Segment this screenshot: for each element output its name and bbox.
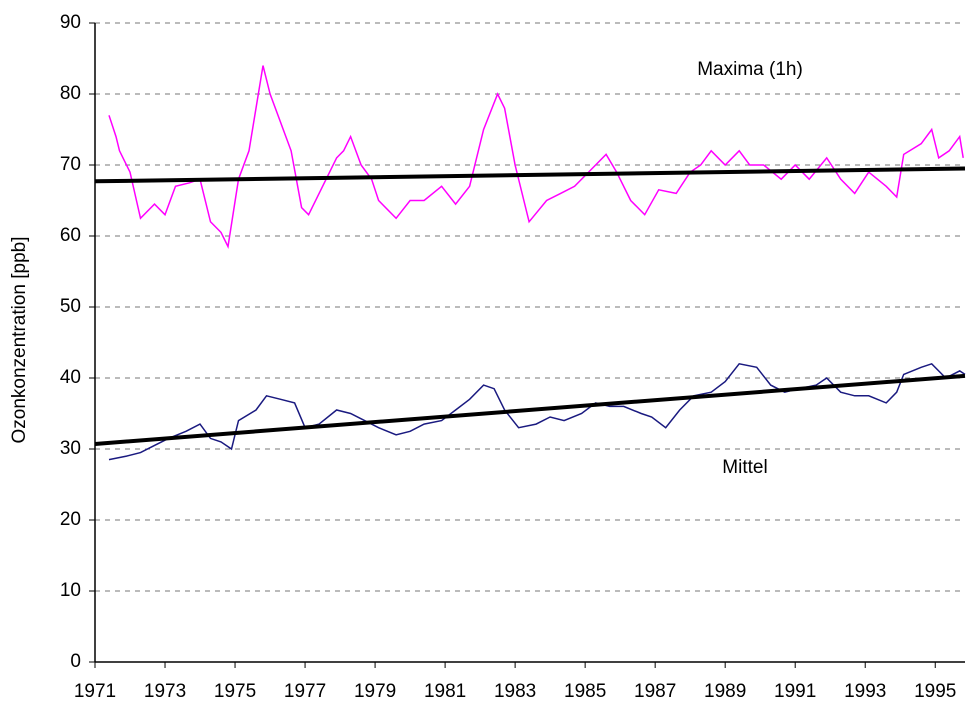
x-tick-label: 1981 (424, 681, 466, 702)
y-tick-label: 50 (60, 296, 81, 317)
x-tick-label: 1991 (774, 681, 816, 702)
y-axis-title: Ozonkonzentration [ppb] (9, 236, 30, 443)
x-tick-label: 1971 (74, 681, 116, 702)
y-tick-label: 30 (60, 438, 81, 459)
x-tick-label: 1983 (494, 681, 536, 702)
x-tick-label: 1985 (564, 681, 606, 702)
y-tick-label: 60 (60, 225, 81, 246)
x-tick-label: 1989 (704, 681, 746, 702)
x-tick-label: 1995 (914, 681, 956, 702)
x-tick-label: 1973 (144, 681, 186, 702)
y-tick-label: 90 (60, 12, 81, 33)
y-tick-label: 10 (60, 580, 81, 601)
x-tick-label: 1975 (214, 681, 256, 702)
trend-line (94, 166, 966, 184)
y-tick-label: 40 (60, 367, 81, 388)
x-tick-label: 1977 (284, 681, 326, 702)
y-tick-label: 80 (60, 83, 81, 104)
series-label: Mittel (722, 457, 767, 478)
series-line (108, 65, 964, 250)
series-label: Maxima (1h) (697, 59, 803, 80)
y-tick-label: 70 (60, 154, 81, 175)
trend-line (94, 373, 966, 446)
x-tick-label: 1987 (634, 681, 676, 702)
x-tick-label: 1979 (354, 681, 396, 702)
y-tick-label: 20 (60, 509, 81, 530)
y-tick-label: 0 (70, 651, 81, 672)
x-tick-label: 1993 (844, 681, 886, 702)
